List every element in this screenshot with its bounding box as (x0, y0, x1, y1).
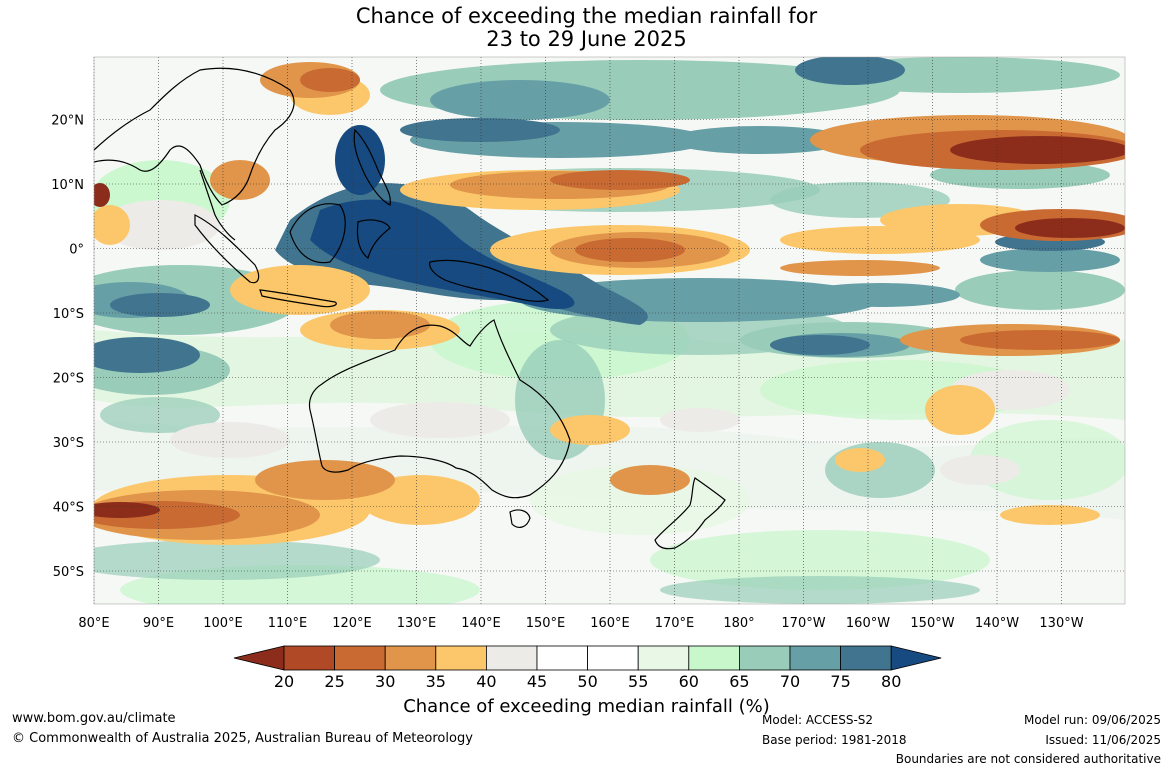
longitude-label: 80°E (78, 616, 109, 631)
tasmania-coastline (509, 509, 531, 528)
colorbar-segment (789, 645, 841, 671)
colorbar-segment (435, 645, 487, 671)
longitude-label: 170°E (655, 616, 695, 631)
longitude-label: 90°E (143, 616, 174, 631)
colorbar-segment (283, 645, 335, 671)
sulawesi-coastline (356, 219, 391, 260)
colorbar-tick-label: 70 (780, 672, 800, 691)
colorbar-high-extension (890, 645, 942, 671)
colorbar-segment (485, 645, 538, 671)
longitude-label: 140°E (461, 616, 501, 631)
colorbar-title: Chance of exceeding median rainfall (%) (403, 696, 770, 717)
colorbar-tick-label: 65 (729, 672, 749, 691)
borneo-coastline (289, 203, 346, 264)
colorbar-tick-label: 35 (426, 672, 446, 691)
issued-date: Issued: 11/06/2025 (1045, 733, 1161, 747)
longitude-label: 180° (723, 616, 754, 631)
new-zealand-coastline (654, 477, 726, 550)
longitude-label: 160°W (846, 616, 890, 631)
map-title-line2: 23 to 29 June 2025 (486, 27, 687, 51)
longitude-label: 100°E (203, 616, 243, 631)
latitude-label: 10°S (53, 307, 84, 322)
latitude-label: 0° (69, 243, 84, 258)
colorbar-segment (739, 645, 791, 671)
latitude-label: 40°S (53, 501, 84, 516)
colorbar-segment (334, 645, 386, 671)
latitude-label: 20°N (51, 114, 84, 129)
colorbar-segment (840, 645, 892, 671)
latitude-label: 20°S (53, 372, 84, 387)
longitude-label: 110°E (268, 616, 308, 631)
model-name: Model: ACCESS-S2 (762, 713, 874, 727)
longitude-label: 130°W (1039, 616, 1083, 631)
colorbar-segment (384, 645, 437, 671)
colorbar-low-extension (233, 645, 285, 671)
map-title-line1: Chance of exceeding the median rainfall … (355, 4, 818, 28)
new-guinea-coastline (429, 259, 550, 302)
longitude-label: 140°W (975, 616, 1019, 631)
model-run-date: Model run: 09/06/2025 (1023, 713, 1161, 727)
colorbar-tick-label: 80 (881, 672, 901, 691)
latitude-label: 10°N (51, 178, 84, 193)
longitude-label: 160°E (590, 616, 630, 631)
bom-website-link[interactable]: www.bom.gov.au/climate (12, 711, 176, 726)
colorbar-tick-label: 30 (375, 672, 395, 691)
colorbar-segment (637, 645, 690, 671)
colorbar-tick-label: 60 (679, 672, 699, 691)
java-coastline (259, 289, 337, 308)
colorbar-tick-label: 45 (527, 672, 547, 691)
sumatra-coastline (194, 214, 260, 284)
colorbar-segment (688, 645, 740, 671)
latitude-label: 50°S (53, 565, 84, 580)
colorbar-tick-label: 20 (274, 672, 294, 691)
australia-coastline (308, 319, 571, 499)
colorbar-tick-label: 25 (324, 672, 344, 691)
longitude-label: 150°W (910, 616, 954, 631)
colorbar-tick-label: 50 (577, 672, 597, 691)
boundaries-disclaimer: Boundaries are not considered authoritat… (895, 752, 1161, 766)
colorbar-tick-label: 75 (830, 672, 850, 691)
longitude-label: 120°E (332, 616, 372, 631)
asia-coastline (93, 67, 295, 206)
rainfall-map: 20°N 10°N 0° 10°S 20°S 30°S 40°S 50°S 80°E 90°E 1… (51, 56, 1126, 631)
base-period: Base period: 1981-2018 (762, 733, 907, 747)
colorbar-segment (536, 645, 588, 671)
philippines-coastline (353, 128, 391, 206)
longitude-label: 170°W (781, 616, 825, 631)
longitude-label: 150°E (526, 616, 566, 631)
copyright-text: © Commonwealth of Australia 2025, Austra… (12, 731, 473, 746)
longitude-labels: 80°E 90°E 100°E 110°E 120°E 130°E 140°E 150°E 16… (78, 616, 1083, 631)
colorbar-tick-label: 55 (628, 672, 648, 691)
longitude-label: 130°E (397, 616, 437, 631)
colorbar-tick-label: 40 (476, 672, 496, 691)
colorbar-segment (587, 645, 639, 671)
latitude-labels: 20°N 10°N 0° 10°S 20°S 30°S 40°S 50°S (51, 114, 84, 581)
malay-peninsula-coastline (199, 169, 236, 241)
latitude-label: 30°S (53, 436, 84, 451)
rainfall-field (94, 57, 1125, 604)
